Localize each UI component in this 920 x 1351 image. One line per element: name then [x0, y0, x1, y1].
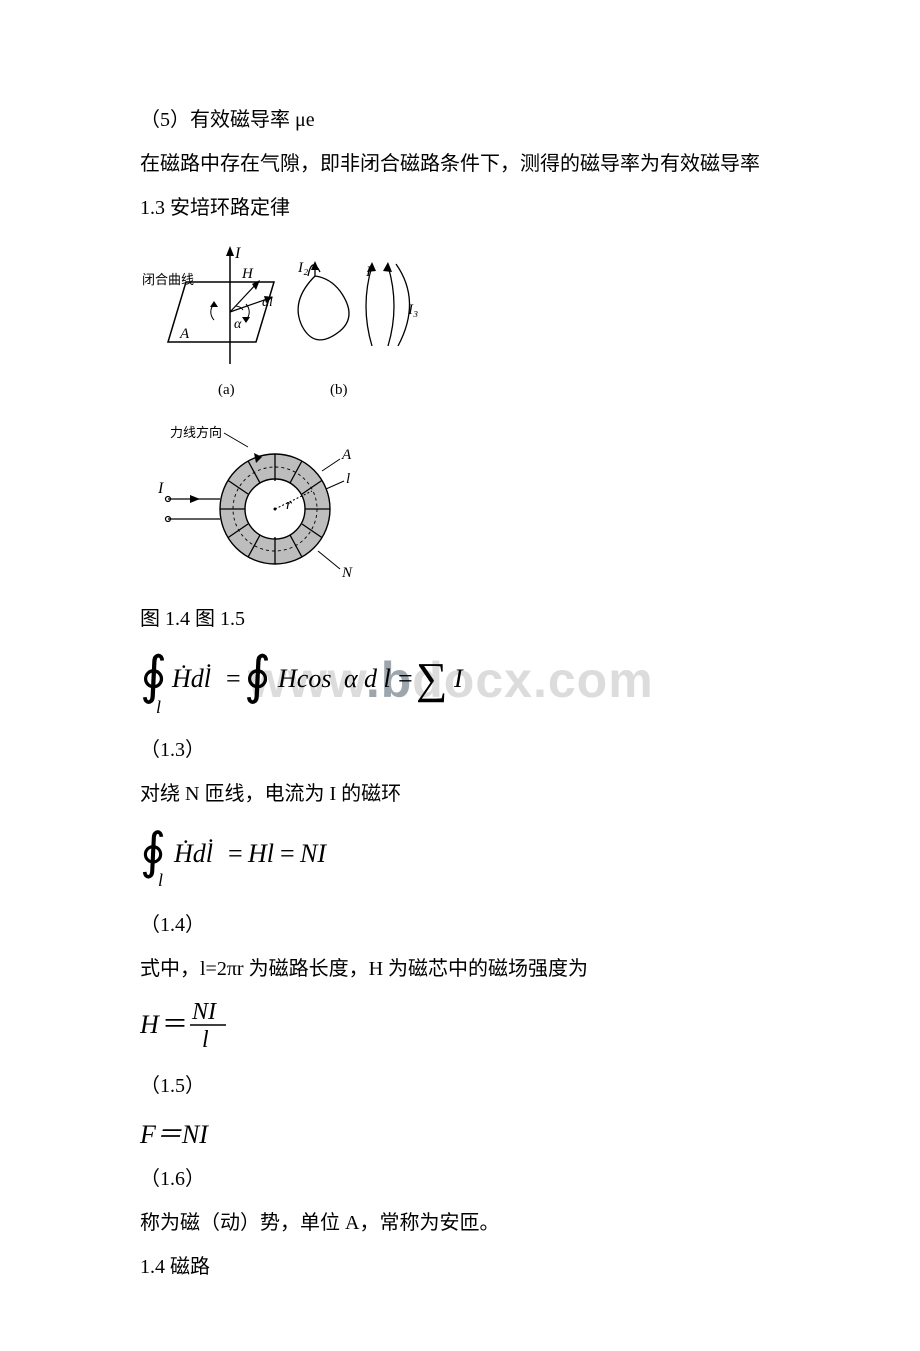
fig15-A: A	[341, 447, 352, 463]
fig14-I2: I₂	[297, 260, 308, 276]
fig14-A: A	[179, 326, 190, 342]
equation-1-3-block: www.bdocx.com ∮ l Ḣdl̇ = ∮ Hcos α d l = …	[140, 647, 780, 722]
fig15-l: l	[346, 471, 350, 487]
para-1-3-title: 1.3 安培环路定律	[140, 188, 780, 228]
para-air-gap: 在磁路中存在气隙，即非闭合磁路条件下，测得的磁导率为有效磁导率	[140, 144, 780, 184]
eq15-H: H	[140, 1010, 160, 1039]
eq13-sum: ∑	[416, 654, 447, 703]
equation-1-4-block: ∮ l Ḣdl̇ = Hl = NI	[140, 824, 780, 895]
fig15-N: N	[341, 565, 353, 581]
eq15-num: NI	[191, 999, 217, 1025]
eq15-eq: ＝	[162, 1010, 188, 1039]
fig14-part-b: (b)	[330, 382, 348, 398]
fig14-I-right: I	[365, 264, 372, 280]
fig14-alpha: α	[234, 317, 242, 332]
para-l-2pir: 式中，l=2πr 为磁路长度，H 为磁芯中的磁场强度为	[140, 949, 780, 989]
eq14-Hl: Hl	[247, 839, 274, 868]
fig14-H: H	[241, 266, 254, 282]
figure-1-4: I 闭合曲线 H dl α A (a) I₂ I I₃ (b)	[140, 246, 780, 401]
fig14-I3: I₃	[407, 302, 418, 318]
eq14-NI: NI	[299, 839, 327, 868]
fig14-part-a: (a)	[218, 382, 235, 398]
eq14-eq2: =	[280, 839, 295, 868]
equation-F-NI: F＝NI	[140, 1114, 780, 1151]
eq-1-6-number: （1.6）	[140, 1159, 780, 1199]
eq13-eq1: =	[226, 664, 241, 693]
eq-1-3-number: （1.3）	[140, 730, 780, 770]
eq13-oint2: ∮	[244, 648, 271, 705]
eq13-sub-l-1: l	[156, 697, 161, 717]
eq13-oint1: ∮	[140, 648, 167, 705]
fig14-closed-curve-label: 闭合曲线	[142, 272, 194, 287]
eq13-hcos: Hcos	[277, 664, 331, 693]
fig15-direction-label: 力线方向	[170, 425, 222, 440]
eq14-eq1: =	[228, 839, 243, 868]
fig14-dl: dl	[262, 295, 273, 310]
eq13-Hdl1: Ḣdl̇	[171, 664, 211, 693]
eq-1-5-number: （1.5）	[140, 1066, 780, 1106]
fig15-r: r	[286, 497, 292, 513]
eq-1-4-number: （1.4）	[140, 905, 780, 945]
fig14-I: I	[234, 246, 241, 262]
eq14-sub-l: l	[158, 870, 163, 890]
fig15-I: I	[157, 480, 164, 497]
para-N-turns: 对绕 N 匝线，电流为 I 的磁环	[140, 774, 780, 814]
eq13-alpha: α	[344, 664, 359, 693]
eq13-eq2: =	[398, 664, 413, 693]
eq13-I: I	[453, 664, 464, 693]
eq13-dl2: d l	[364, 664, 391, 693]
para-1-4-title: 1.4 磁路	[140, 1247, 780, 1287]
para-5-mu-e: （5）有效磁导率 μe	[140, 100, 780, 140]
figure-1-5: 力线方向 r A l N I	[140, 419, 780, 589]
para-magnetomotive: 称为磁（动）势，单位 A，常称为安匝。	[140, 1203, 780, 1243]
fig-1-4-1-5-caption: 图 1.4 图 1.5	[140, 599, 780, 639]
equation-1-5-block: H ＝ NI l	[140, 997, 780, 1058]
eq14-Hdl: Ḣdl̇	[173, 839, 213, 868]
eq15-den: l	[202, 1027, 209, 1053]
